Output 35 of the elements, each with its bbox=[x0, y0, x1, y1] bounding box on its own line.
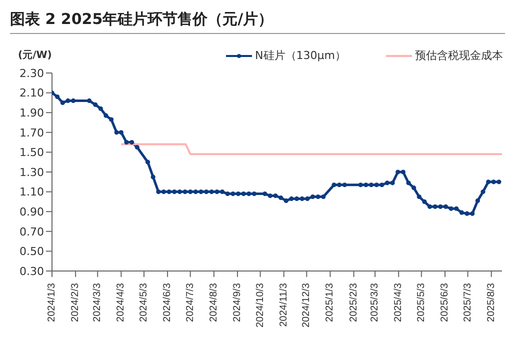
x-tick-label: 2024/1/3 bbox=[46, 282, 58, 322]
x-tick-label: 2024/11/3 bbox=[278, 282, 290, 327]
x-tick-label: 2025/3/3 bbox=[370, 282, 381, 322]
y-tick-label: 0.30 bbox=[20, 264, 44, 278]
y-tick-label: 2.10 bbox=[20, 86, 44, 100]
x-tick-label: 2024/3/3 bbox=[92, 282, 104, 322]
x-tick-label: 2024/9/3 bbox=[232, 282, 243, 322]
y-tick-label: 1.50 bbox=[20, 146, 44, 160]
x-tick-label: 2024/4/3 bbox=[116, 282, 127, 322]
x-tick-label: 2024/10/3 bbox=[254, 282, 266, 328]
legend-label: N硅片（130μm） bbox=[255, 48, 346, 63]
x-tick-label: 2025/7/3 bbox=[462, 282, 474, 322]
chart-title: 图表 2 2025年硅片环节售价（元/片） bbox=[10, 10, 505, 34]
x-tick-label: 2025/5/3 bbox=[416, 282, 427, 322]
x-tick-label: 2025/4/3 bbox=[393, 282, 404, 322]
y-tick-label: 1.30 bbox=[20, 166, 44, 179]
x-tick-label: 2024/12/3 bbox=[301, 282, 312, 328]
y-tick-label: 1.10 bbox=[20, 186, 44, 199]
y-tick-label: 2.30 bbox=[20, 66, 44, 80]
x-tick-label: 2025/8/3 bbox=[486, 282, 497, 322]
x-tick-label: 2024/7/3 bbox=[184, 282, 196, 322]
y-tick-label: 0.70 bbox=[20, 225, 44, 238]
y-tick-label: 1.70 bbox=[20, 126, 44, 140]
x-tick-label: 2025/1/3 bbox=[324, 282, 336, 322]
y-tick-label: 0.50 bbox=[20, 245, 44, 258]
x-tick-label: 2024/6/3 bbox=[162, 282, 174, 322]
y-tick-label: 0.90 bbox=[20, 206, 44, 219]
x-tick-label: 2025/2/3 bbox=[348, 282, 360, 322]
x-tick-label: 2024/2/3 bbox=[70, 282, 82, 322]
y-axis-title: (元/W) bbox=[18, 49, 52, 62]
legend-label: 预估含税现金成本 bbox=[415, 48, 503, 63]
x-tick-label: 2024/8/3 bbox=[208, 282, 220, 322]
x-tick-label: 2025/6/3 bbox=[439, 282, 450, 322]
y-tick-label: 1.90 bbox=[20, 106, 44, 120]
x-tick-label: 2024/5/3 bbox=[138, 282, 150, 322]
